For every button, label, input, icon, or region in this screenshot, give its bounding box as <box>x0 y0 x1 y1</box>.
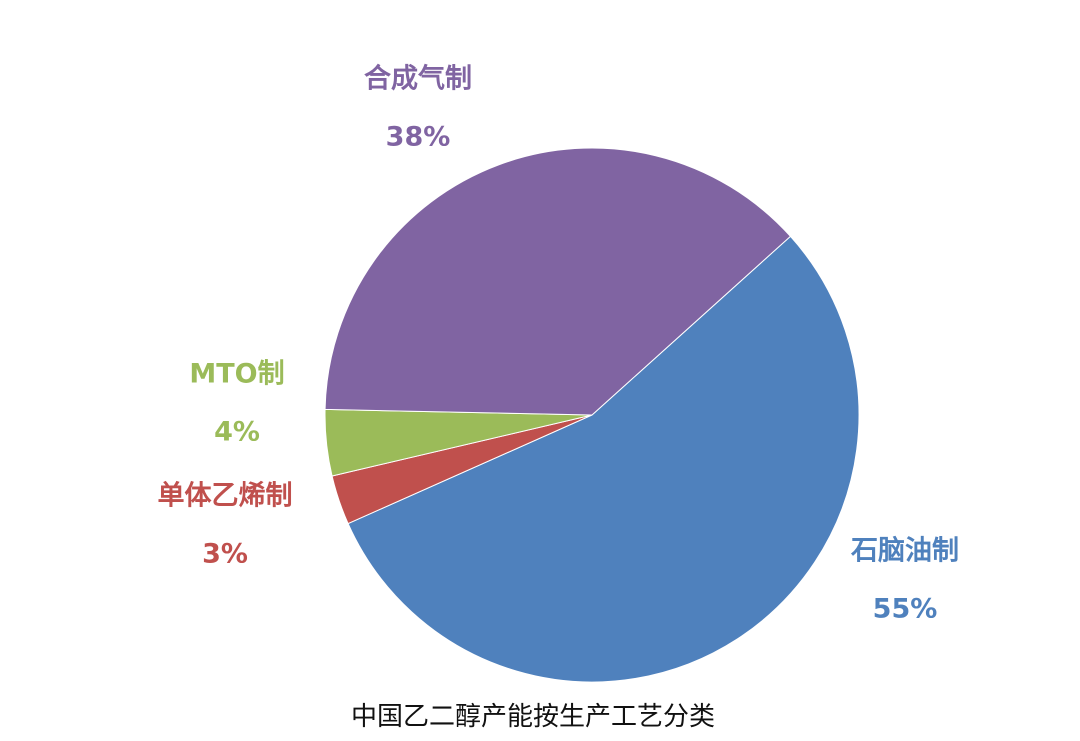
slice-label: 合成气制 <box>364 63 472 95</box>
slice-label: 石脑油制 <box>850 536 959 567</box>
value-label: 3% <box>202 539 248 570</box>
value-label: 55% <box>873 594 938 625</box>
pie-slice <box>347 235 860 683</box>
chart-title: 中国乙二醇产能按生产工艺分类 <box>351 702 715 732</box>
pie-slice <box>324 147 792 416</box>
slice-label: MTO制 <box>189 359 284 390</box>
value-label: 4% <box>214 417 260 448</box>
value-label: 38% <box>386 122 451 153</box>
slice-label: 单体乙烯制 <box>158 481 293 512</box>
